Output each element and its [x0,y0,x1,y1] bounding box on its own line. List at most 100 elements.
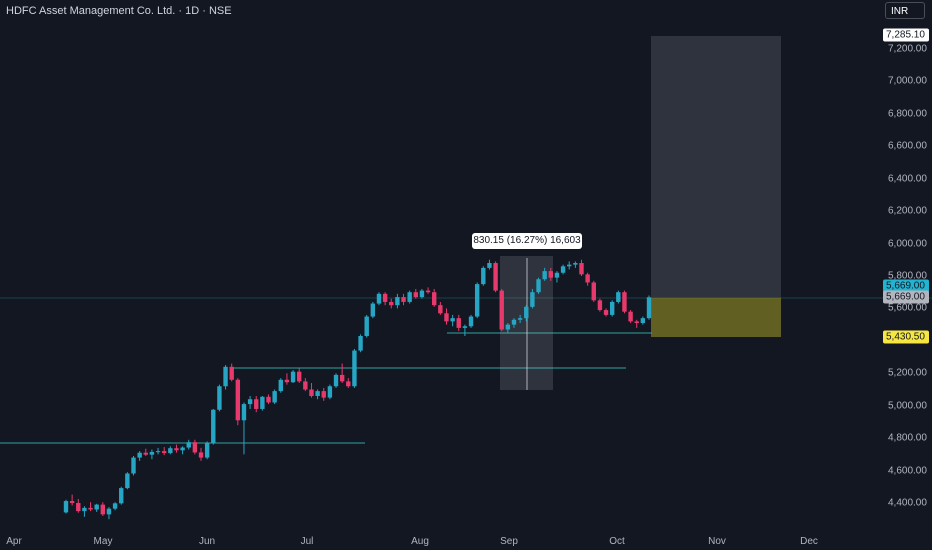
candle-body [254,399,259,409]
candle-body [407,292,412,302]
time-axis-label: Jul [300,536,314,547]
time-axis-label: May [93,536,113,547]
candle-body [609,301,615,315]
candle-body [143,452,148,455]
candle-body [450,318,455,322]
candle-body [278,379,283,392]
last-price-tag: 5,669.00 [883,279,929,293]
candle-body [69,501,75,503]
price-axis-label: 4,600.00 [888,465,927,477]
candle-body [591,282,596,301]
candle-body [401,297,406,302]
candle-body [370,303,376,317]
time-axis-label: Aug [411,536,429,547]
candle-body [315,391,320,396]
candle-body [321,391,326,398]
candle-body [603,310,609,315]
candle-body [204,443,210,458]
candle-body [161,451,167,454]
candle-body [339,374,345,382]
time-axis-label: Nov [708,536,726,547]
price-axis-label: 4,800.00 [888,432,927,444]
candle-body [155,451,161,453]
candle-body [474,284,480,317]
candle-body [352,350,357,387]
candle-body [364,316,369,336]
loss-zone [651,298,781,337]
candle-body [106,508,112,515]
candle-body [229,366,234,380]
candle-body [432,292,437,306]
price-axis-label: 6,800.00 [888,108,927,120]
candle-body [192,442,198,453]
candle-body [272,391,277,403]
profit-zone [651,36,781,298]
candle-body [524,306,529,319]
candle-body [567,264,572,267]
price-axis-label: 6,200.00 [888,205,927,217]
candle-body [180,447,185,451]
price-axis-label: 7,000.00 [888,75,927,87]
candle-body [358,335,363,351]
candle-body [217,386,222,410]
candle-body [260,396,265,409]
candle-body [487,263,492,268]
time-axis-label: Oct [609,536,625,547]
candle-body [585,274,590,283]
candle-body [628,311,633,322]
candle-body [548,271,554,278]
current-price-tag: 5,669.00 [883,290,929,304]
currency-button[interactable]: INR [885,2,925,19]
time-axis-label: Sep [500,536,518,547]
candle-body [493,263,498,291]
candle-body [125,473,130,489]
candle-body [82,507,87,512]
candle-body [174,448,179,451]
price-axis-label: 5,800.00 [888,270,927,282]
candle-body [456,318,461,328]
candle-body [616,292,621,302]
candle-body [149,451,155,455]
candle-body [499,290,504,330]
candle-body [517,318,523,320]
candle-body [579,263,584,275]
candle-body [168,448,173,454]
candle-body [505,324,511,330]
candle-body [542,271,547,280]
target-price-tag: 7,285.10 [883,28,929,42]
candle-body [444,313,449,322]
candle-body [438,305,443,314]
candle-body [198,452,204,458]
price-axis-label: 5,000.00 [888,400,927,412]
candle-body [76,503,81,512]
price-axis-label: 4,400.00 [888,497,927,509]
candle-body [634,321,639,324]
price-axis-label: 6,600.00 [888,140,927,152]
candle-body [333,374,339,387]
candle-body [511,319,517,325]
candle-body [382,293,388,302]
candle-body [481,267,486,285]
candle-body [241,404,247,421]
candle-body [597,300,603,311]
candle-body [573,263,578,265]
candle-body [303,381,308,390]
candle-body [100,504,106,515]
symbol-title[interactable]: HDFC Asset Management Co. Ltd. · 1D · NS… [6,5,232,17]
stop-price-tag: 5,430.50 [883,330,929,344]
candle-body [640,318,646,324]
measure-tooltip: 830.15 (16.27%) 16,603 [472,233,582,249]
candle-body [63,501,69,513]
candle-body [266,396,271,403]
candle-body [309,389,314,396]
price-axis-label: 6,400.00 [888,173,927,185]
candle-body [462,326,468,328]
time-axis-label: Dec [800,536,818,547]
candle-body [395,297,400,306]
candle-body [536,279,541,293]
candle-body [425,290,431,293]
candle-body [211,409,216,444]
candle-body [646,297,652,319]
time-axis-label: Jun [198,536,216,547]
